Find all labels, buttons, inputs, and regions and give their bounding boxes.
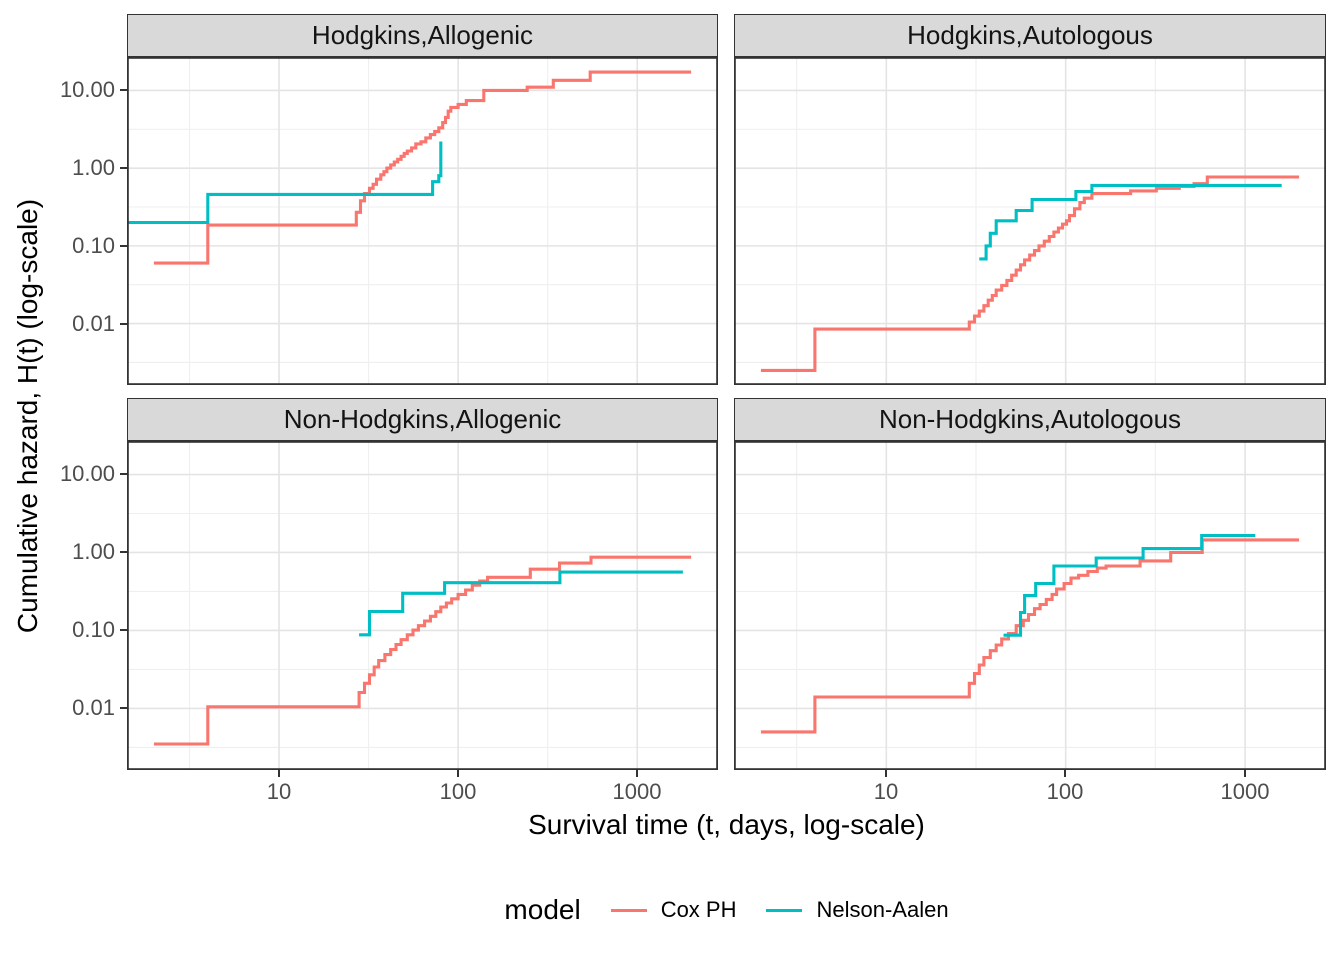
series-nelson-aalen-path [359, 570, 683, 637]
legend-label: Nelson-Aalen [816, 897, 949, 922]
x-tick-label: 1000 [612, 779, 662, 804]
facet-hodgkins-autologous: Hodgkins,Autologous [734, 14, 1326, 385]
x-tick-mark [457, 770, 459, 777]
legend: model Cox PH Nelson-Aalen [127, 891, 1326, 929]
y-tick-mark [120, 629, 127, 631]
series-cox-ph-path [153, 555, 692, 746]
y-tick-label: 0.01 [72, 695, 115, 720]
facet-strip: Hodgkins,Autologous [734, 14, 1326, 57]
x-axis-title: Survival time (t, days, log-scale) [528, 809, 925, 840]
y-tick-mark [120, 245, 127, 247]
x-tick-mark [1244, 770, 1246, 777]
legend-entry-nelson-aalen: Nelson-Aalen [766, 897, 949, 923]
panel-plot-area [734, 441, 1326, 770]
x-tick-mark [636, 770, 638, 777]
facet-strip: Non-Hodgkins,Allogenic [127, 398, 718, 441]
facet-strip: Hodgkins,Allogenic [127, 14, 718, 57]
panel-border [127, 57, 718, 385]
series-nelson-aalen-path [1003, 533, 1256, 637]
facet-hodgkins-allogenic: Hodgkins,Allogenic [127, 14, 718, 385]
facet-strip: Non-Hodgkins,Autologous [734, 398, 1326, 441]
legend-entry-cox-ph: Cox PH [610, 897, 737, 923]
y-tick-mark [120, 89, 127, 91]
facet-non-hodgkins-autologous: Non-Hodgkins,Autologous [734, 398, 1326, 770]
y-tick-mark [120, 551, 127, 553]
facet-non-hodgkins-allogenic: Non-Hodgkins,Allogenic [127, 398, 718, 770]
series-cox-ph-path [760, 538, 1300, 734]
panel-border [127, 441, 718, 770]
panel-plot-area [127, 441, 718, 770]
series-nelson-aalen-path [979, 183, 1282, 261]
y-tick-mark [120, 323, 127, 325]
facet-title: Hodgkins,Allogenic [311, 20, 534, 50]
series-cox-ph-path [760, 175, 1300, 372]
legend-label: Cox PH [660, 897, 737, 922]
series-nelson-aalen-path [127, 141, 443, 225]
facet-title: Non-Hodgkins,Allogenic [283, 404, 562, 434]
series-cox-ph-path [153, 70, 692, 265]
x-tick-label: 100 [439, 779, 477, 804]
y-tick-label: 1.00 [72, 155, 115, 180]
x-tick-mark [1064, 770, 1066, 777]
legend-title: model [504, 894, 581, 925]
x-tick-label: 10 [873, 779, 899, 804]
panel-plot-area [734, 57, 1326, 385]
y-tick-mark [120, 707, 127, 709]
y-tick-label: 0.10 [72, 617, 115, 642]
x-tick-label: 1000 [1220, 779, 1270, 804]
panel-border [734, 57, 1326, 385]
facet-title: Non-Hodgkins,Autologous [878, 404, 1182, 434]
y-tick-label: 10.00 [59, 77, 115, 102]
y-tick-mark [120, 167, 127, 169]
x-tick-mark [278, 770, 280, 777]
x-tick-label: 100 [1046, 779, 1084, 804]
nelson-aalen-line-swatch-icon [766, 908, 803, 912]
y-tick-label: 1.00 [72, 539, 115, 564]
y-tick-label: 0.10 [72, 233, 115, 258]
y-tick-label: 0.01 [72, 311, 115, 336]
panel-border [734, 441, 1326, 770]
panel-plot-area [127, 57, 718, 385]
y-tick-mark [120, 473, 127, 475]
x-tick-mark [885, 770, 887, 777]
facet-title: Hodgkins,Autologous [907, 20, 1153, 50]
y-tick-label: 10.00 [59, 461, 115, 486]
x-tick-label: 10 [266, 779, 292, 804]
cox-ph-line-swatch-icon [610, 908, 647, 912]
